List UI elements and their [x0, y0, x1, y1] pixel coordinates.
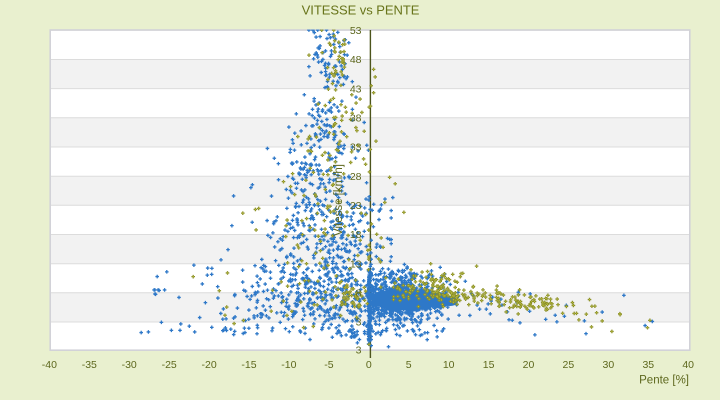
svg-text:23: 23: [350, 200, 362, 212]
svg-text:30: 30: [603, 359, 615, 371]
svg-text:48: 48: [350, 54, 362, 66]
svg-text:0: 0: [366, 359, 372, 371]
svg-text:35: 35: [642, 359, 654, 371]
svg-text:25: 25: [563, 359, 575, 371]
svg-text:Pente [%]: Pente [%]: [639, 375, 689, 387]
svg-text:10: 10: [443, 359, 455, 371]
svg-text:VITESSE vs PENTE: VITESSE vs PENTE: [302, 2, 420, 17]
svg-text:28: 28: [350, 171, 362, 183]
svg-text:Vitesse [km/h]: Vitesse [km/h]: [333, 164, 345, 236]
svg-text:43: 43: [350, 83, 362, 95]
svg-text:-5: -5: [324, 359, 333, 371]
svg-text:-40: -40: [42, 359, 57, 371]
svg-text:-15: -15: [241, 359, 256, 371]
svg-text:-25: -25: [162, 359, 177, 371]
svg-text:-35: -35: [82, 359, 97, 371]
svg-text:53: 53: [350, 25, 362, 37]
svg-text:3: 3: [356, 317, 362, 329]
svg-text:40: 40: [682, 359, 694, 371]
svg-text:5: 5: [406, 359, 412, 371]
svg-text:-10: -10: [281, 359, 296, 371]
svg-text:15: 15: [483, 359, 495, 371]
svg-text:3: 3: [356, 345, 362, 357]
svg-text:-30: -30: [122, 359, 137, 371]
svg-text:-20: -20: [202, 359, 217, 371]
svg-text:20: 20: [523, 359, 535, 371]
svg-text:33: 33: [350, 142, 362, 154]
svg-text:18: 18: [350, 229, 362, 241]
svg-text:38: 38: [350, 113, 362, 125]
svg-text:8: 8: [356, 288, 362, 300]
svg-text:13: 13: [350, 258, 362, 270]
